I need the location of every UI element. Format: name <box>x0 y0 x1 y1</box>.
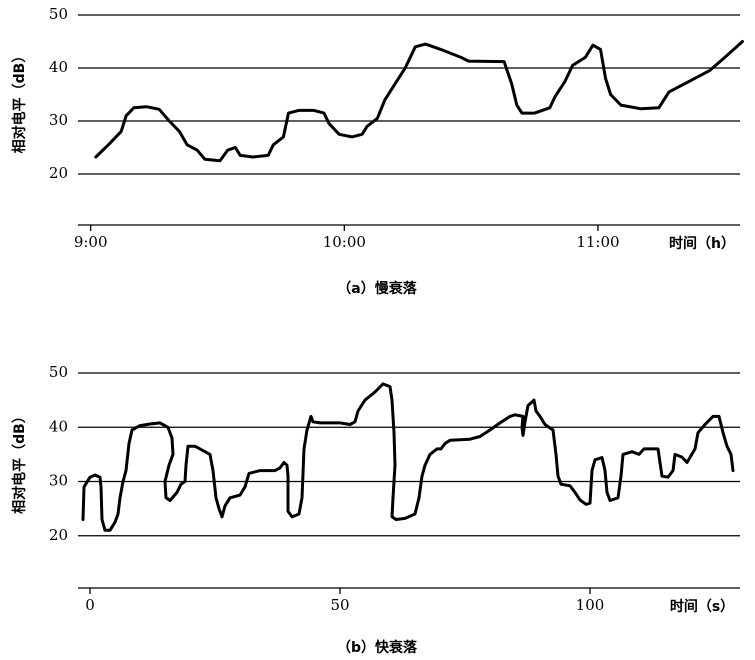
x-tick-label: 10:00 <box>323 233 366 251</box>
data-line <box>81 382 735 532</box>
x-tick-label: 9:00 <box>74 233 108 251</box>
caption: （a）慢衰落 <box>337 280 417 297</box>
y-axis-label: 相对电平（dB） <box>11 49 28 154</box>
x-axis-label: 时间（s） <box>670 598 734 615</box>
x-tick-label: 11:00 <box>576 233 619 251</box>
x-tick-label: 0 <box>85 596 95 614</box>
x-tick-label: 50 <box>330 596 349 614</box>
y-tick-label: 50 <box>49 5 68 23</box>
data-line <box>94 40 744 163</box>
y-tick-label: 20 <box>49 526 68 544</box>
y-tick-label: 50 <box>49 363 68 381</box>
y-tick-label: 20 <box>49 164 68 182</box>
y-tick-label: 40 <box>49 58 68 76</box>
x-axis-label: 时间（h） <box>669 235 735 252</box>
y-tick-label: 30 <box>49 111 68 129</box>
y-tick-label: 30 <box>49 472 68 490</box>
caption: （b）快衰落 <box>337 639 418 656</box>
y-axis-label: 相对电平（dB） <box>11 409 28 514</box>
x-tick-label: 100 <box>576 596 605 614</box>
y-tick-label: 40 <box>49 417 68 435</box>
